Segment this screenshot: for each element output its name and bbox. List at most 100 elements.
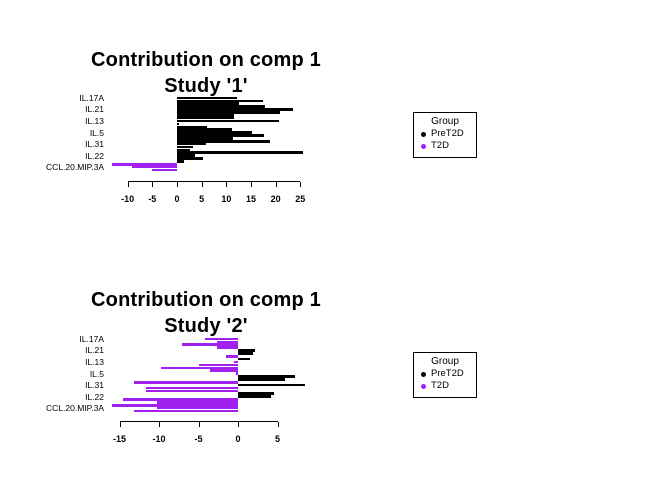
bar [123, 398, 238, 401]
bar [177, 119, 279, 123]
bar [177, 154, 195, 157]
bar [234, 360, 238, 364]
bar [177, 131, 253, 134]
x-axis-tick-label: 20 [270, 194, 281, 204]
bar [238, 395, 272, 398]
bar [238, 352, 253, 355]
legend-item-label: PreT2D [431, 128, 464, 139]
bar [177, 134, 264, 137]
legend-item-label: T2D [431, 380, 449, 391]
x-axis-tick-label: 0 [174, 194, 180, 204]
x-axis-tick [198, 422, 200, 427]
bar [198, 363, 238, 367]
bar [238, 383, 306, 387]
y-axis-label: CCL.20.MIP.3A [46, 403, 104, 414]
bar [133, 380, 238, 384]
x-axis-tick-label: 25 [295, 194, 306, 204]
bar [161, 366, 238, 370]
legend-item-label: PreT2D [431, 368, 464, 379]
y-axis-label: IL.22 [85, 150, 104, 161]
x-axis-tick-label: 15 [245, 194, 256, 204]
bar [111, 163, 177, 166]
x-axis-tick [250, 182, 252, 187]
x-axis-tick-label: 10 [221, 194, 232, 204]
x-axis-tick [152, 182, 154, 187]
pret2d-dot-icon [421, 371, 426, 377]
bar [146, 386, 238, 390]
bar [177, 125, 207, 129]
x-axis-tick [119, 422, 121, 427]
bar [238, 392, 274, 396]
bar [177, 151, 303, 155]
y-axis-label: IL.17A [79, 333, 104, 344]
x-axis-tick-label: -5 [194, 434, 203, 444]
y-axis-label: CCL.20.MIP.3A [46, 162, 104, 173]
legend-item-t2d: T2D [414, 380, 476, 392]
bar [238, 378, 285, 381]
bar [177, 142, 207, 146]
legend-title: Group [431, 116, 459, 127]
legend-item-t2d: T2D [414, 140, 476, 152]
y-axis-label: IL.13 [85, 357, 104, 368]
chart-subtitle: Study '1' [164, 75, 248, 97]
t2d-dot-icon [421, 383, 426, 389]
bar [177, 137, 233, 140]
bar [133, 409, 238, 413]
x-axis-tick [226, 182, 228, 187]
bar [177, 108, 294, 111]
t2d-dot-icon [421, 143, 426, 149]
y-axis-label: IL.21 [85, 104, 104, 115]
legend-item-pret2d: PreT2D [414, 128, 476, 140]
x-axis-tick-label: -15 [112, 434, 126, 444]
bar [177, 105, 265, 108]
bar [156, 406, 238, 410]
legend-item-pret2d: PreT2D [414, 368, 476, 380]
y-axis-label: IL.17A [79, 92, 104, 103]
chart-title: Contribution on comp 1 [91, 289, 321, 311]
x-axis-line [127, 181, 301, 182]
legend-title: Group [431, 356, 459, 367]
x-axis-tick [300, 182, 302, 187]
y-axis-label: IL.5 [89, 127, 104, 138]
y-axis-label: IL.31 [85, 139, 104, 150]
y-axis-label: IL.5 [89, 368, 104, 379]
bar [177, 113, 235, 117]
chart-subtitle: Study '2' [164, 315, 248, 337]
bar [177, 96, 237, 100]
legend-box-study-2: Group PreT2D T2D [413, 352, 477, 398]
bar [226, 354, 238, 358]
x-axis-tick [159, 422, 160, 427]
y-axis-label: IL.21 [85, 345, 104, 356]
legend-item-label: T2D [431, 140, 449, 151]
y-axis-label: IL.22 [85, 391, 104, 402]
bar [177, 145, 194, 149]
bar [177, 128, 233, 131]
bar [177, 139, 271, 143]
x-axis-tick [275, 182, 277, 187]
bar [216, 340, 238, 344]
x-axis-tick [177, 182, 178, 187]
bar [177, 160, 185, 163]
bar [156, 401, 238, 404]
chart-title: Contribution on comp 1 [91, 49, 321, 71]
x-axis-tick-label: -10 [152, 434, 166, 444]
x-axis-tick-label: -10 [121, 194, 135, 204]
bar [177, 116, 235, 120]
bar [146, 389, 238, 393]
y-axis-label: IL.13 [85, 116, 104, 127]
x-axis-tick-label: 5 [274, 434, 280, 444]
x-axis-tick [201, 182, 203, 187]
bar [235, 372, 238, 375]
x-axis-tick-label: 0 [235, 434, 241, 444]
x-axis-tick-label: -5 [148, 194, 157, 204]
bar [177, 157, 204, 160]
bar [238, 375, 295, 378]
bar [181, 343, 238, 346]
bar [216, 346, 238, 349]
bar [204, 337, 238, 341]
x-axis-tick [127, 182, 129, 187]
bar [210, 369, 238, 372]
x-axis-line [119, 421, 278, 422]
